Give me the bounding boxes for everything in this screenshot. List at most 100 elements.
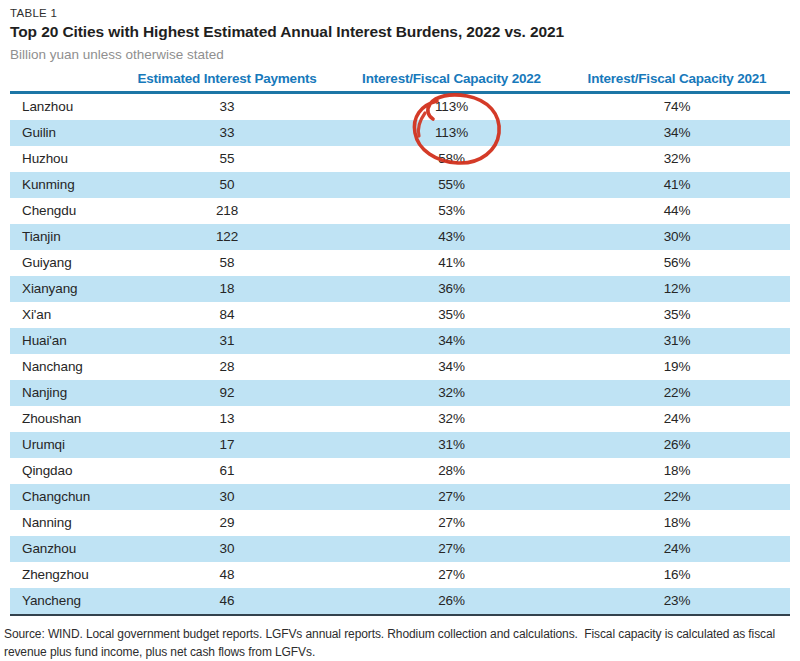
value-cell: 18 (115, 276, 339, 302)
column-header-estimated-interest-payments: Estimated Interest Payments (115, 66, 339, 92)
value-cell: 48 (115, 562, 339, 588)
value-cell: 18% (564, 510, 790, 536)
city-cell: Nanchang (10, 354, 115, 380)
table-body: Lanzhou33113%74%Guilin33113%34%Huzhou555… (10, 92, 790, 615)
city-cell: Guilin (10, 120, 115, 146)
city-cell: Nanjing (10, 380, 115, 406)
value-cell: 74% (564, 92, 790, 120)
value-cell: 58% (339, 146, 564, 172)
value-cell: 27% (339, 562, 564, 588)
city-cell: Zhengzhou (10, 562, 115, 588)
table-row: Changchun3027%22% (10, 484, 790, 510)
value-cell: 92 (115, 380, 339, 406)
table-row: Nanjing9232%22% (10, 380, 790, 406)
table-row: Yancheng4626%23% (10, 588, 790, 615)
city-cell: Urumqi (10, 432, 115, 458)
value-cell: 31% (564, 328, 790, 354)
value-cell: 53% (339, 198, 564, 224)
table-row: Tianjin12243%30% (10, 224, 790, 250)
value-cell: 55% (339, 172, 564, 198)
value-cell: 24% (564, 536, 790, 562)
city-cell: Nanning (10, 510, 115, 536)
value-cell: 50 (115, 172, 339, 198)
value-cell: 113% (339, 92, 564, 120)
value-cell: 29 (115, 510, 339, 536)
value-cell: 58 (115, 250, 339, 276)
value-cell: 17 (115, 432, 339, 458)
value-cell: 31% (339, 432, 564, 458)
value-cell: 36% (339, 276, 564, 302)
value-cell: 218 (115, 198, 339, 224)
table-row: Xianyang1836%12% (10, 276, 790, 302)
value-cell: 84 (115, 302, 339, 328)
table-figure: TABLE 1 Top 20 Cities with Highest Estim… (0, 0, 800, 661)
table-row: Ganzhou3027%24% (10, 536, 790, 562)
table-row: Kunming5055%41% (10, 172, 790, 198)
value-cell: 32% (564, 146, 790, 172)
table-row: Nanchang2834%19% (10, 354, 790, 380)
value-cell: 46 (115, 588, 339, 615)
value-cell: 113% (339, 120, 564, 146)
value-cell: 35% (339, 302, 564, 328)
value-cell: 55 (115, 146, 339, 172)
value-cell: 34% (339, 354, 564, 380)
city-cell: Lanzhou (10, 92, 115, 120)
value-cell: 24% (564, 406, 790, 432)
city-cell: Zhoushan (10, 406, 115, 432)
table-number-label: TABLE 1 (10, 7, 57, 19)
city-cell: Huzhou (10, 146, 115, 172)
value-cell: 34% (339, 328, 564, 354)
table-row: Chengdu21853%44% (10, 198, 790, 224)
city-cell: Guiyang (10, 250, 115, 276)
city-cell: Yancheng (10, 588, 115, 615)
value-cell: 31 (115, 328, 339, 354)
value-cell: 43% (339, 224, 564, 250)
value-cell: 26% (564, 432, 790, 458)
value-cell: 33 (115, 120, 339, 146)
column-header-city (10, 66, 115, 92)
value-cell: 13 (115, 406, 339, 432)
table-row: Zhoushan1332%24% (10, 406, 790, 432)
column-header-interest-fiscal-capacity-2021: Interest/Fiscal Capacity 2021 (564, 66, 790, 92)
column-header-interest-fiscal-capacity-2022: Interest/Fiscal Capacity 2022 (339, 66, 564, 92)
value-cell: 30 (115, 484, 339, 510)
value-cell: 34% (564, 120, 790, 146)
value-cell: 22% (564, 380, 790, 406)
value-cell: 32% (339, 380, 564, 406)
value-cell: 23% (564, 588, 790, 615)
value-cell: 26% (339, 588, 564, 615)
value-cell: 61 (115, 458, 339, 484)
source-note: Source: WIND. Local government budget re… (4, 625, 798, 661)
city-cell: Kunming (10, 172, 115, 198)
value-cell: 22% (564, 484, 790, 510)
table-row: Huai'an3134%31% (10, 328, 790, 354)
table-row: Guiyang5841%56% (10, 250, 790, 276)
value-cell: 28% (339, 458, 564, 484)
value-cell: 41% (564, 172, 790, 198)
city-cell: Tianjin (10, 224, 115, 250)
city-cell: Qingdao (10, 458, 115, 484)
city-cell: Xianyang (10, 276, 115, 302)
value-cell: 28 (115, 354, 339, 380)
city-cell: Xi'an (10, 302, 115, 328)
value-cell: 19% (564, 354, 790, 380)
city-cell: Chengdu (10, 198, 115, 224)
table-row: Qingdao6128%18% (10, 458, 790, 484)
table-row: Xi'an8435%35% (10, 302, 790, 328)
table-row: Guilin33113%34% (10, 120, 790, 146)
table-header-row: Estimated Interest Payments Interest/Fis… (10, 66, 790, 92)
value-cell: 32% (339, 406, 564, 432)
table-row: Urumqi1731%26% (10, 432, 790, 458)
value-cell: 122 (115, 224, 339, 250)
table-row: Zhengzhou4827%16% (10, 562, 790, 588)
table-row: Huzhou5558%32% (10, 146, 790, 172)
value-cell: 12% (564, 276, 790, 302)
value-cell: 30% (564, 224, 790, 250)
value-cell: 35% (564, 302, 790, 328)
value-cell: 56% (564, 250, 790, 276)
value-cell: 16% (564, 562, 790, 588)
city-cell: Huai'an (10, 328, 115, 354)
data-table: Estimated Interest Payments Interest/Fis… (10, 66, 790, 616)
value-cell: 44% (564, 198, 790, 224)
value-cell: 27% (339, 536, 564, 562)
